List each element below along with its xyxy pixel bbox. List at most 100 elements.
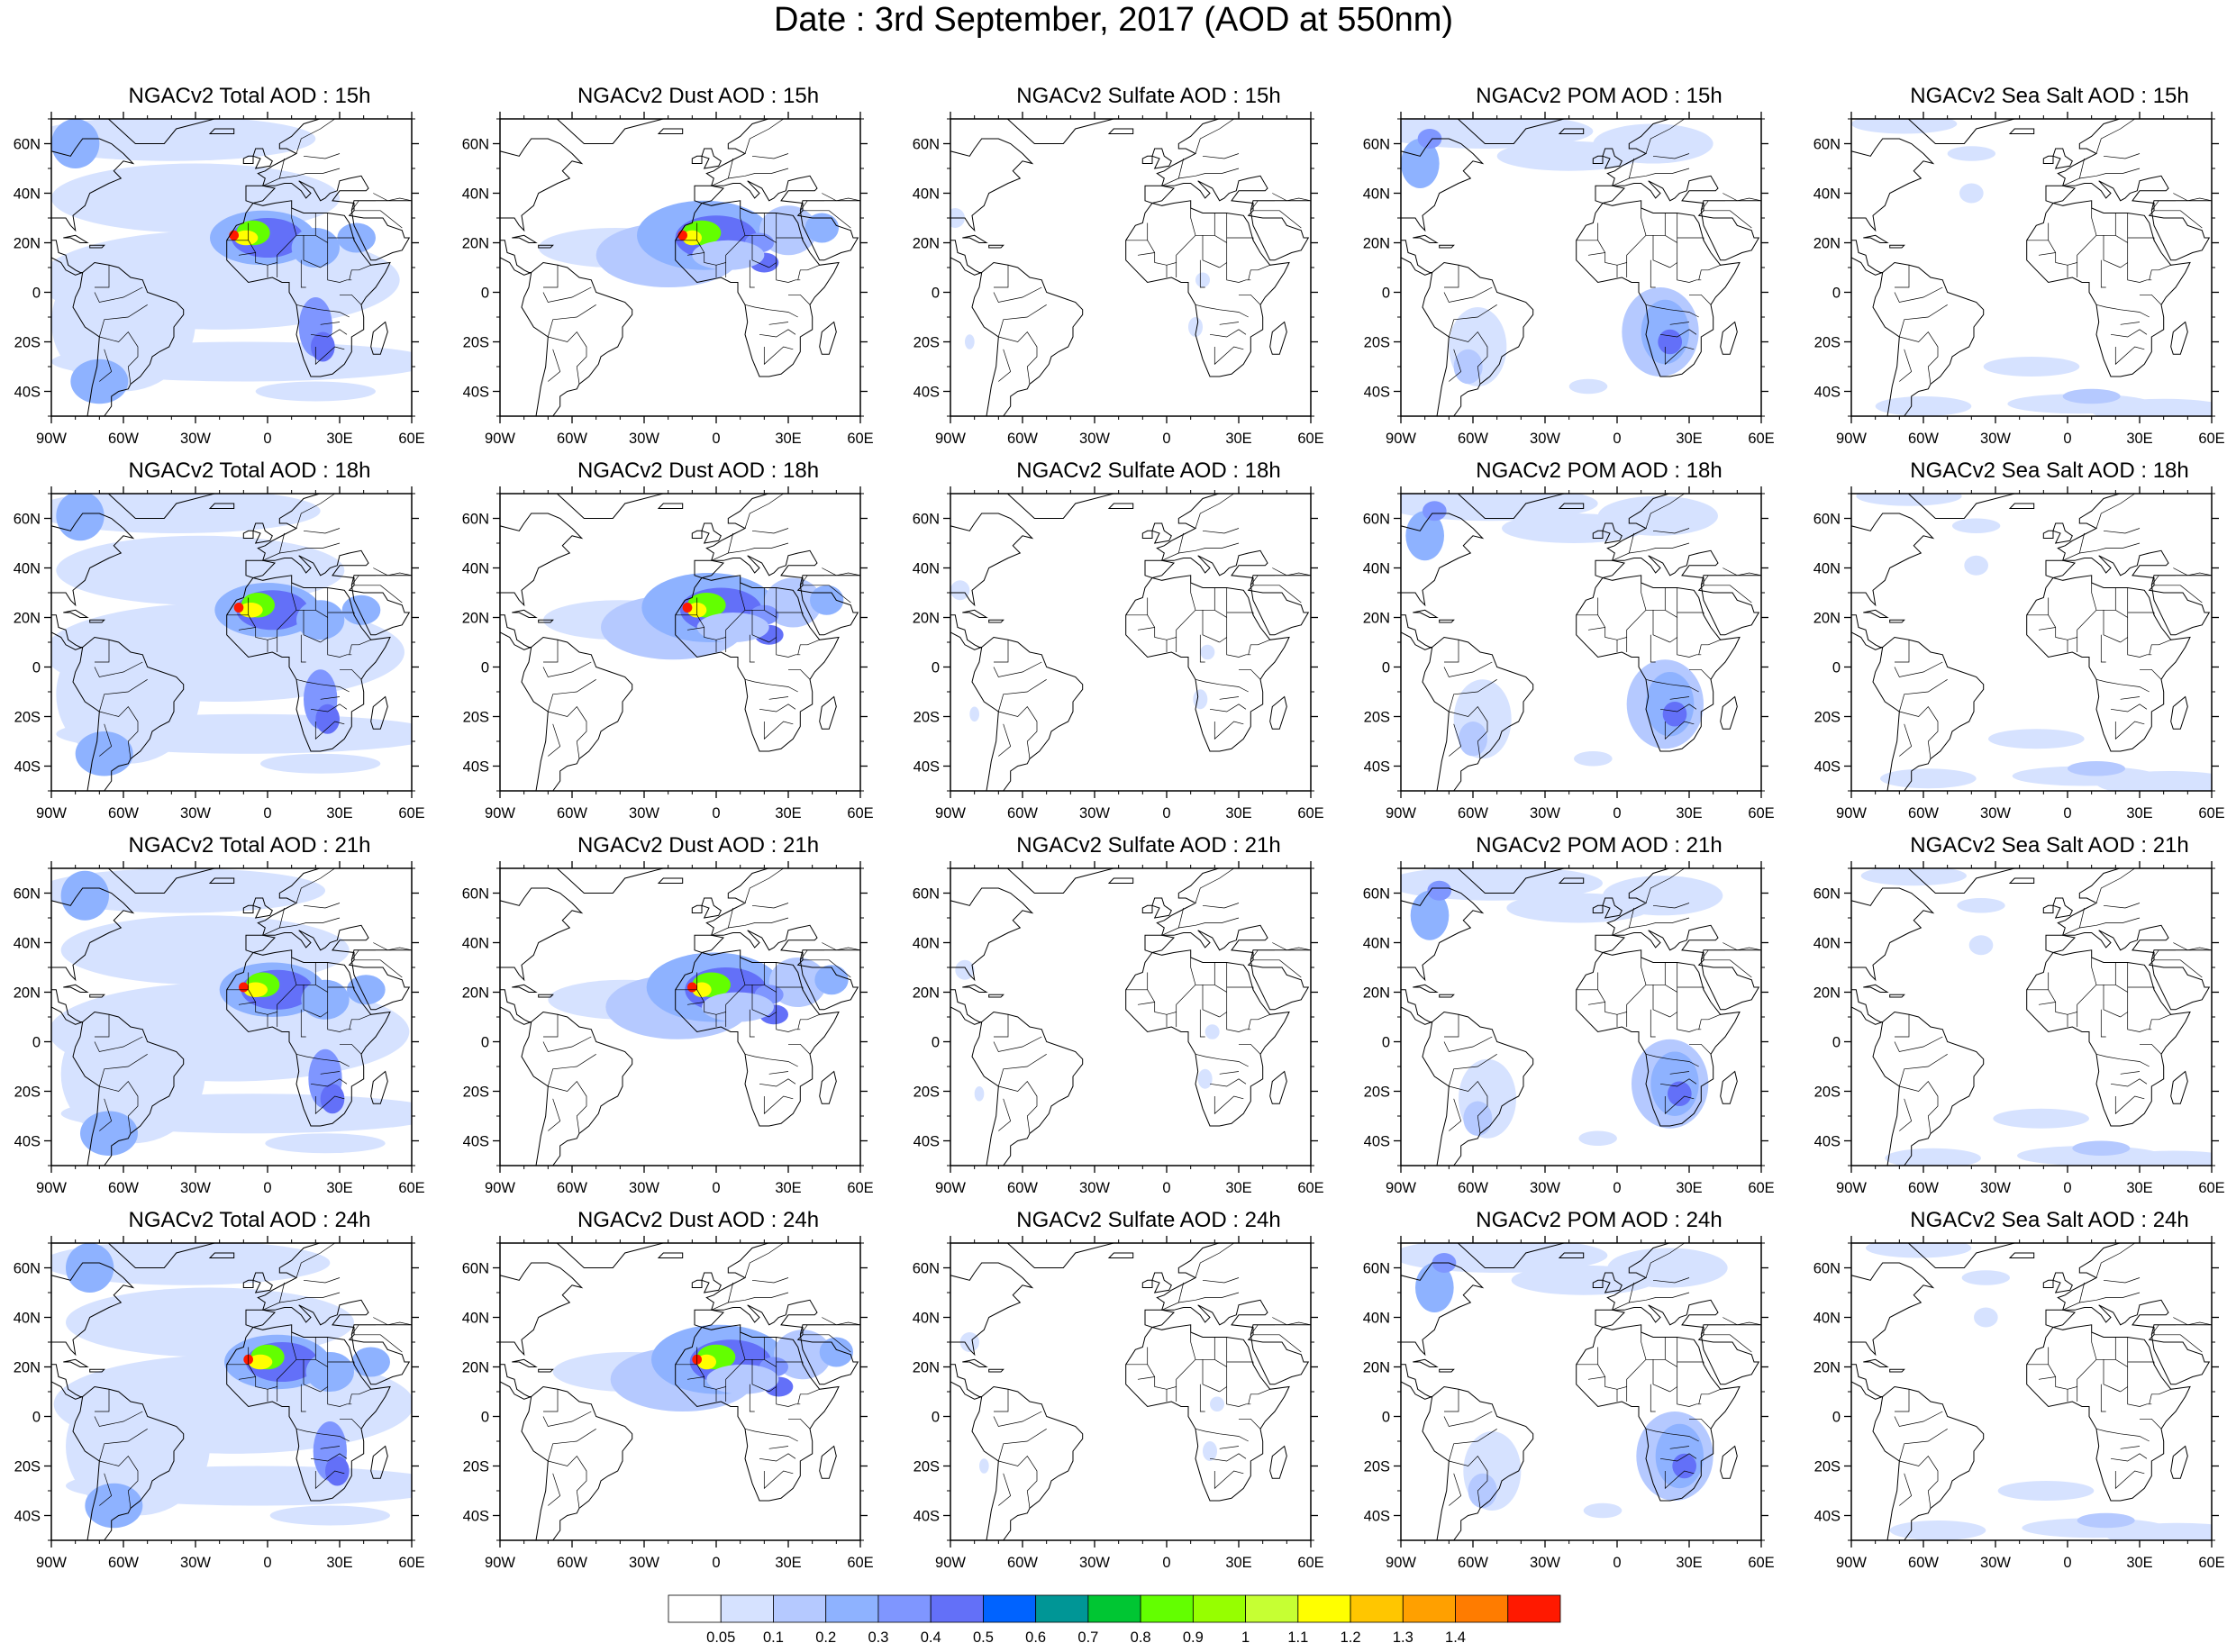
coastline-britain: [701, 897, 722, 919]
country-border: [1899, 723, 1913, 757]
coastline-africa: [1125, 949, 1290, 1127]
country-border: [2149, 639, 2171, 655]
coastline-southAmerica: [521, 261, 633, 416]
coastline-britain: [1602, 897, 1623, 919]
coastline-europe: [1156, 1243, 1311, 1385]
country-border: [327, 262, 341, 283]
coastline-ireland: [691, 530, 703, 539]
country-border: [1239, 668, 1261, 680]
country-border: [354, 210, 403, 229]
lon-tick-label: 0: [1162, 805, 1170, 821]
coastline-centralAmerica: [51, 240, 83, 276]
coastline-southAmerica: [1872, 636, 1985, 791]
coastline-ireland: [1592, 530, 1604, 539]
country-border: [327, 612, 355, 615]
lat-tick-label: 20S: [463, 710, 489, 726]
lat-tick-label: 20S: [1814, 710, 1841, 726]
country-border: [2078, 1282, 2086, 1303]
map-panel-pom-3: NGACv2 POM AOD : 21h 90W 60W 30W 0 30E 60E 60N 4…: [1363, 832, 1797, 1196]
country-border: [1612, 542, 1690, 561]
aod-contour: [1658, 329, 1682, 355]
lat-tick-label: 40N: [462, 936, 489, 952]
country-border: [2173, 942, 2212, 951]
lon-tick-label: 0: [263, 431, 271, 447]
country-border: [1704, 959, 1752, 978]
coastline-africa: [2026, 200, 2191, 377]
coastline-southAmerica: [971, 1385, 1084, 1540]
panel-title: NGACv2 Sulfate AOD : 21h: [1016, 833, 1281, 858]
aod-contour: [1197, 1068, 1213, 1089]
aod-contour: [229, 230, 239, 241]
country-border: [303, 528, 341, 534]
lat-tick-label: 40S: [914, 759, 940, 776]
country-border: [1723, 942, 1761, 951]
coastline-centralAmerica: [1851, 1364, 1883, 1400]
country-border: [763, 1095, 794, 1115]
country-border: [998, 1098, 1012, 1131]
aod-contour: [1417, 129, 1442, 149]
colorbar-box: [1455, 1594, 1509, 1623]
lon-tick-label: 0: [263, 1180, 271, 1196]
coastline-hispaniola: [1439, 1368, 1455, 1373]
country-border: [711, 1292, 789, 1311]
lat-tick-label: 20N: [1813, 985, 1841, 1002]
country-border: [1587, 1376, 1605, 1380]
lat-tick-label: 20N: [462, 611, 489, 627]
country-border: [1677, 637, 1690, 658]
map-plot: 90W 60W 30W 0 30E 60E 60N 40N 20N 0 20S 40S: [462, 1236, 874, 1571]
lat-tick-label: 40S: [463, 1509, 489, 1525]
country-border: [98, 679, 148, 713]
coastline-madagascar: [2170, 321, 2188, 355]
coastline-ireland: [691, 1279, 703, 1288]
country-border: [1659, 1453, 1697, 1462]
lon-tick-label: 60W: [1007, 1180, 1038, 1196]
lon-tick-label: 60E: [847, 805, 873, 821]
coastline-hispaniola: [1439, 244, 1455, 249]
coastline-southAmerica: [1872, 1011, 1985, 1166]
country-border: [548, 1080, 587, 1134]
lat-tick-label: 20S: [914, 335, 940, 351]
colorbar-label: 0.1: [763, 1629, 784, 1646]
colorbar-label: 0.8: [1131, 1629, 1151, 1646]
country-border: [776, 262, 789, 283]
country-border: [2110, 1078, 2148, 1087]
country-border: [543, 1014, 559, 1038]
country-border: [1698, 1388, 1721, 1404]
country-border: [1209, 703, 1247, 713]
lon-tick-label: 0: [2063, 431, 2071, 447]
aod-contour: [341, 595, 381, 625]
country-border: [2103, 1277, 2141, 1284]
coastline-northAmerica: [1851, 138, 1935, 232]
panel-title: NGACv2 Sea Salt AOD : 18h: [1910, 458, 2189, 483]
country-border: [759, 1078, 796, 1087]
coastline-africa: [226, 575, 391, 752]
lat-tick-label: 60N: [462, 886, 489, 903]
aod-contour: [80, 1111, 138, 1156]
country-border: [763, 1470, 794, 1490]
country-border: [1226, 612, 1254, 615]
coastline-northAmerica: [1851, 887, 1935, 982]
coastline-cuba: [512, 609, 538, 618]
aod-contour: [305, 1352, 355, 1392]
coastline-hispaniola: [89, 619, 105, 623]
country-border: [1895, 1389, 1910, 1412]
country-border: [1147, 1347, 1228, 1393]
lon-tick-label: 60W: [1007, 431, 1038, 447]
coastline-hispaniola: [988, 994, 1004, 998]
country-border: [2151, 575, 2176, 586]
coastline-iceland: [2008, 503, 2035, 509]
country-border: [994, 640, 1009, 663]
country-border: [1449, 705, 1488, 759]
lat-tick-label: 20N: [1813, 236, 1841, 252]
aod-contour: [51, 868, 325, 913]
panel-title: NGACv2 Dust AOD : 21h: [577, 833, 820, 858]
country-border: [1597, 597, 1678, 643]
lon-tick-label: 30W: [1980, 805, 2011, 821]
coastline-hispaniola: [1889, 994, 1905, 998]
map-panel-dust-3: NGACv2 Dust AOD : 21h 90W 60W 30W 0 30E 60E 60N…: [462, 832, 896, 1196]
country-border: [1664, 721, 1695, 740]
lat-tick-label: 0: [32, 286, 41, 302]
country-border: [548, 1473, 561, 1506]
aod-contour: [128, 652, 321, 702]
country-border: [320, 1446, 341, 1449]
